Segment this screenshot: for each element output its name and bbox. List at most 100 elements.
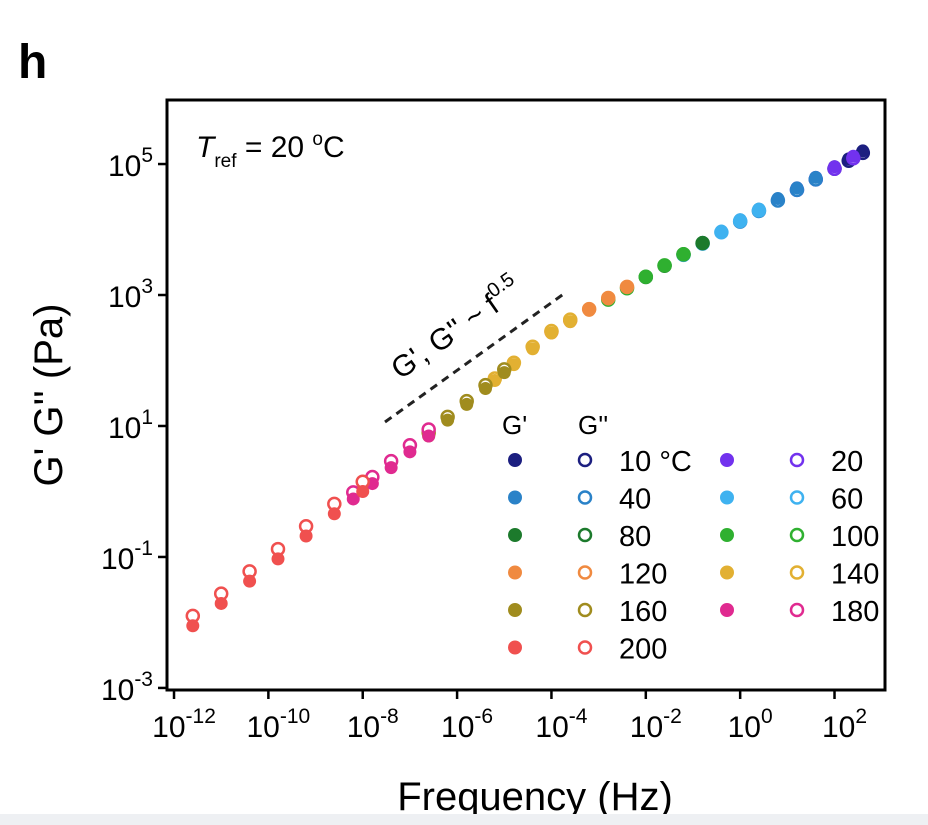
legend-marker-filled [508,528,522,542]
x-tick-label: 10-10 [247,705,311,744]
ref-text: = 20 [237,131,313,164]
ref-sub: ref [214,151,237,172]
legend-header: G'' [578,410,608,440]
x-tick-label-base: 10 [728,711,761,744]
legend-marker-filled [720,565,734,580]
x-axis-label: Frequency (Hz) [397,775,673,814]
legend-label: 80 [619,521,651,553]
y-tick-label-exp: 1 [141,406,153,429]
g-prime-point [460,397,474,411]
legend-label: 60 [831,484,863,516]
g-prime-point [563,315,577,329]
x-tick-label-base: 10 [152,711,185,744]
g-prime-point [526,342,540,356]
bottom-strip [0,814,928,825]
legend-label: 160 [619,596,667,628]
ref-unit: C [323,131,345,164]
g-prime-point [714,224,728,238]
x-tick-label: 10-4 [535,705,587,744]
legend-marker-filled [508,490,522,505]
legend-header: G' [502,410,527,440]
legend-marker-open [577,640,593,655]
ref-t: T [196,131,217,164]
legend-marker-open [789,452,805,468]
reference-label: Tref = 20 oC [196,129,345,172]
g-prime-point [214,596,228,610]
legend-marker-filled [720,453,734,467]
legend-marker-filled [720,603,734,617]
slope-text: G', G'' ~ f [385,288,505,386]
y-tick-label-exp: 3 [141,275,153,298]
g-prime-point [356,484,370,498]
legend-marker-open [789,602,805,618]
legend-label: 140 [831,559,879,591]
legend-marker-open [789,565,805,580]
x-tick-label-base: 10 [347,711,380,744]
legend-label: 20 [831,446,863,478]
g-prime-point [478,381,492,395]
g-prime-point [582,303,596,317]
legend-label: 40 [619,484,651,516]
g-prime-point [441,413,455,427]
g-prime-point [696,235,710,249]
g-prime-point [243,574,257,588]
legend-marker-open [577,527,593,543]
panel-label: h [18,36,47,89]
g-prime-point [346,492,360,506]
g-prime-point [327,507,341,521]
legend-marker-filled [508,603,522,617]
legend-label: 200 [619,634,667,666]
g-prime-point [403,445,417,459]
slope-guide [384,291,566,424]
x-tick-label: 10-8 [347,705,399,744]
g-prime-point [544,326,558,340]
g-prime-point [384,461,398,475]
legend-marker-open [789,527,805,543]
y-tick-label: 103 [108,275,153,314]
g-prime-point [752,202,766,216]
y-tick-label: 10-3 [101,668,153,707]
x-tick-label-base: 10 [630,711,663,744]
y-tick-label-base: 10 [108,412,141,445]
ref-sup: o [312,129,323,150]
x-tick-label: 10-12 [152,705,216,744]
g-prime-point [639,269,653,283]
y-tick-label: 10-1 [101,537,153,576]
g-prime-point [601,292,615,306]
legend-marker-filled [720,528,734,542]
x-tick-label: 100 [728,705,773,744]
g-prime-point [620,281,634,295]
x-tick-label-base: 10 [822,711,855,744]
g-prime-point [497,366,511,380]
legend-marker-filled [720,490,734,505]
legend-marker-open [789,490,805,505]
y-tick-label-base: 10 [101,674,134,707]
g-prime-point [790,181,804,195]
g-prime-point [677,247,691,261]
y-tick-label: 101 [108,406,153,445]
x-tick-label-exp: -4 [569,705,588,728]
y-tick-label-base: 10 [108,150,141,183]
x-tick-label: 10-2 [630,705,682,744]
x-tick-label-base: 10 [441,711,474,744]
x-tick-label-exp: -8 [380,705,399,728]
legend-marker-open [577,490,593,505]
legend-marker-open [577,602,593,618]
legend-marker-open [577,565,593,580]
g-prime-point [828,160,842,174]
x-tick-label-base: 10 [535,711,568,744]
legend-label: 100 [831,521,879,553]
x-tick-label: 102 [822,705,867,744]
x-tick-label: 10-6 [441,705,493,744]
legend-marker-open [577,452,593,468]
x-tick-label-exp: 2 [855,705,867,728]
legend-marker-filled [508,640,522,655]
x-tick-label-exp: -10 [280,705,310,728]
x-tick-label-exp: -12 [186,705,216,728]
x-tick-label-exp: -2 [663,705,682,728]
g-prime-point [186,619,200,633]
legend-marker-filled [508,565,522,580]
g-prime-point [809,170,823,184]
